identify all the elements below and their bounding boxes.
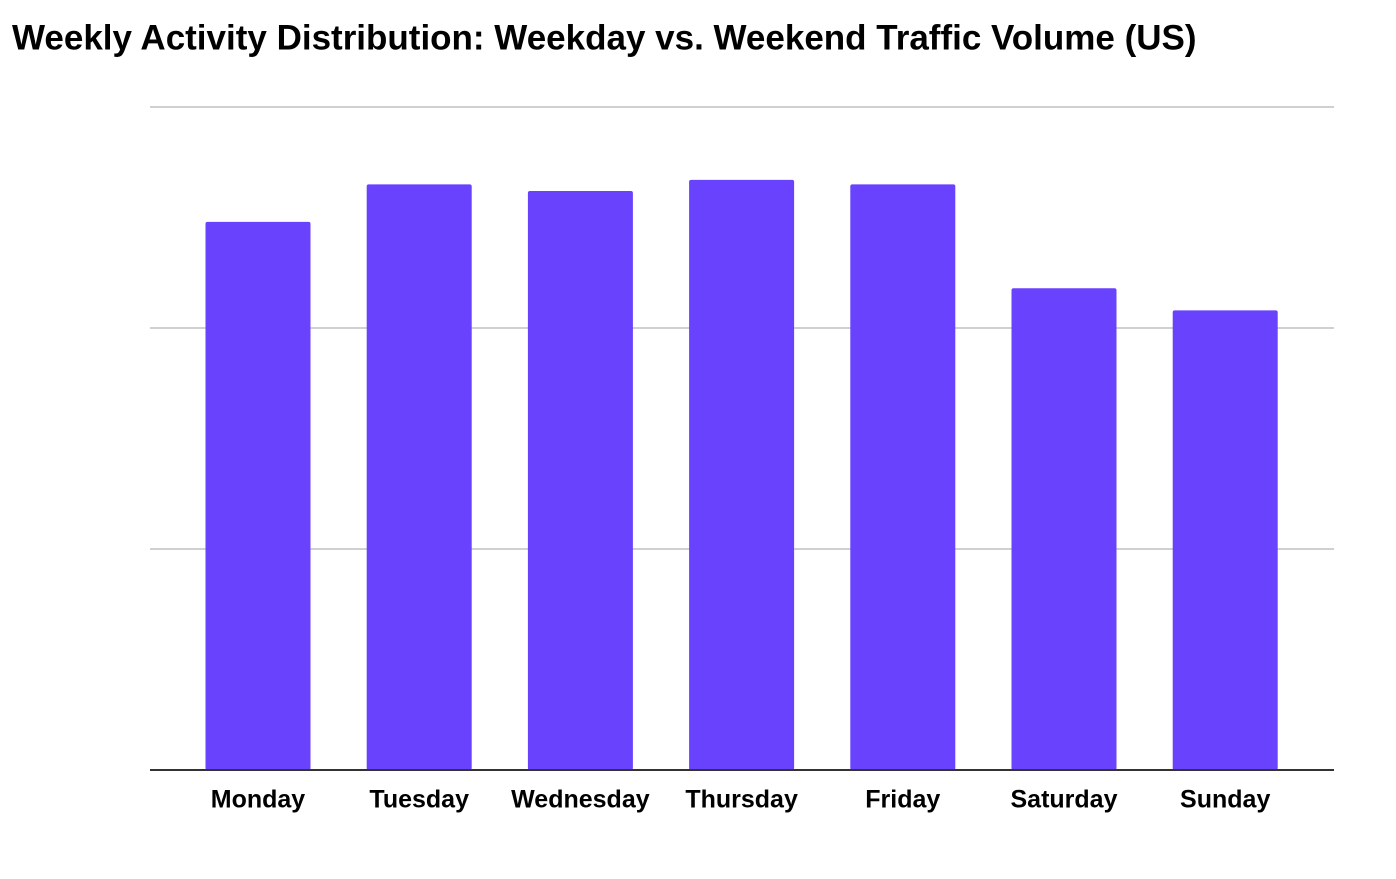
x-tick-label: Saturday xyxy=(1011,786,1118,814)
x-tick-label: Wednesday xyxy=(511,786,650,814)
bar xyxy=(205,221,311,771)
bar xyxy=(689,179,795,770)
x-tick-label: Thursday xyxy=(685,786,798,814)
x-tick-label: Monday xyxy=(211,786,306,814)
bar xyxy=(1011,288,1117,770)
chart-title: Weekly Activity Distribution: Weekday vs… xyxy=(12,18,1197,57)
x-tick-label: Sunday xyxy=(1180,786,1270,814)
bar xyxy=(1172,310,1278,770)
bar xyxy=(527,190,633,771)
x-tick-label: Friday xyxy=(865,786,940,814)
bar xyxy=(366,184,472,771)
x-tick-label: Tuesday xyxy=(369,786,469,814)
bar xyxy=(850,184,956,771)
